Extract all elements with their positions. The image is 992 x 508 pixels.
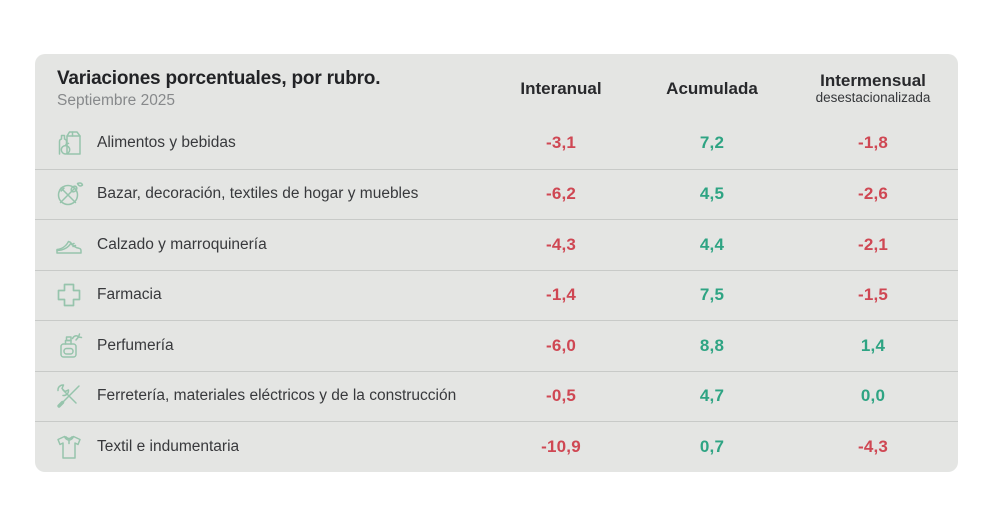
value-intermensual: -1,5 [857,285,889,305]
row-label-cell: Calzado y marroquinería [35,227,486,263]
value-intermensual: -4,3 [857,436,889,456]
table-row: Textil e indumentaria -10,9 0,7 -4,3 [35,421,958,472]
row-label: Farmacia [97,286,162,304]
value-interanual: -6,0 [545,335,577,355]
variations-table-card: Variaciones porcentuales, por rubro. Sep… [35,54,958,472]
value-interanual: -10,9 [541,436,581,456]
shoe-icon [51,227,87,263]
column-header-sublabel: desestacionalizada [815,90,931,106]
row-label-cell: Textil e indumentaria [35,429,486,465]
value-acumulada: 8,8 [699,335,725,355]
value-acumulada: 7,2 [699,133,725,153]
tableware-icon [51,176,87,212]
value-acumulada: 4,7 [699,386,725,406]
title-block: Variaciones porcentuales, por rubro. Sep… [35,68,486,110]
groceries-icon [51,125,87,161]
value-intermensual: -2,6 [857,184,889,204]
column-header-intermensual: Intermensual desestacionalizada [788,70,958,107]
value-acumulada: 7,5 [699,285,725,305]
column-header-acumulada: Acumulada [636,78,788,99]
table-row: Bazar, decoración, textiles de hogar y m… [35,168,958,220]
row-label-cell: Bazar, decoración, textiles de hogar y m… [35,176,486,212]
row-label: Alimentos y bebidas [97,134,236,152]
table-row: Alimentos y bebidas -3,1 7,2 -1,8 [35,118,958,169]
table-header: Variaciones porcentuales, por rubro. Sep… [35,54,958,118]
row-label-cell: Perfumería [35,328,486,364]
row-label: Bazar, decoración, textiles de hogar y m… [97,185,419,203]
value-interanual: -6,2 [545,184,577,204]
table-row: Ferretería, materiales eléctricos y de l… [35,370,958,422]
value-interanual: -3,1 [545,133,577,153]
value-intermensual: 1,4 [860,335,886,355]
value-intermensual: 0,0 [860,386,886,406]
column-header-label: Interanual [520,78,602,98]
table-row: Farmacia -1,4 7,5 -1,5 [35,269,958,321]
card-title: Variaciones porcentuales, por rubro. [57,68,381,89]
value-interanual: -0,5 [545,386,577,406]
card-subtitle: Septiembre 2025 [57,92,176,109]
tools-icon [51,378,87,414]
row-label: Calzado y marroquinería [97,235,267,253]
row-label-cell: Farmacia [35,277,486,313]
row-label-cell: Ferretería, materiales eléctricos y de l… [35,378,486,414]
pharmacy-cross-icon [51,277,87,313]
value-interanual: -1,4 [545,285,577,305]
value-acumulada: 4,4 [699,234,725,254]
column-header-label: Acumulada [666,78,758,98]
value-acumulada: 0,7 [699,436,725,456]
perfume-icon [51,328,87,364]
value-intermensual: -1,8 [857,133,889,153]
tshirt-icon [51,429,87,465]
value-acumulada: 4,5 [699,184,725,204]
table-row: Calzado y marroquinería -4,3 4,4 -2,1 [35,219,958,270]
column-header-interanual: Interanual [486,78,636,99]
column-header-label: Intermensual [820,70,926,90]
value-interanual: -4,3 [545,234,577,254]
row-label: Ferretería, materiales eléctricos y de l… [97,387,457,405]
table-body: Alimentos y bebidas -3,1 7,2 -1,8 Bazar,… [35,118,958,472]
row-label: Perfumería [97,336,174,354]
row-label: Textil e indumentaria [97,437,240,455]
row-label-cell: Alimentos y bebidas [35,125,486,161]
value-intermensual: -2,1 [857,234,889,254]
table-row: Perfumería -6,0 8,8 1,4 [35,320,958,371]
